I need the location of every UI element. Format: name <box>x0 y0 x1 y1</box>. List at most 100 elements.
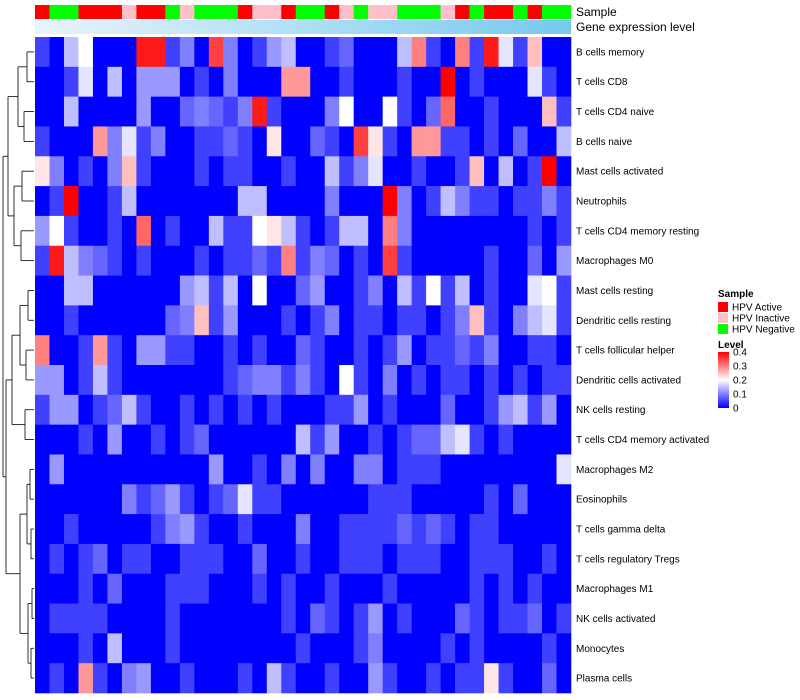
heatmap-cell <box>92 305 108 336</box>
heatmap-cell <box>35 275 50 306</box>
sample-annotation-cell <box>121 5 137 19</box>
heatmap-cell <box>208 394 224 425</box>
heatmap-cell <box>542 633 557 664</box>
heatmap-cell <box>281 454 297 485</box>
heatmap-cell <box>63 633 79 664</box>
heatmap-cells <box>35 37 572 694</box>
heatmap-cell <box>397 126 412 157</box>
heatmap-cell <box>107 66 123 97</box>
heatmap-cell <box>92 365 108 396</box>
heatmap-cell <box>527 573 543 604</box>
heatmap-cell <box>397 454 412 485</box>
heatmap-cell <box>368 66 383 97</box>
heatmap-cell <box>121 633 137 664</box>
heatmap-cell <box>556 514 572 545</box>
heatmap-cell <box>223 275 239 306</box>
heatmap-cell <box>339 245 355 276</box>
heatmap-cell <box>49 186 65 217</box>
heatmap-cell <box>266 365 282 396</box>
heatmap-cell <box>208 335 224 366</box>
heatmap-cell <box>368 245 383 276</box>
heatmap-cell <box>368 424 383 455</box>
row-label: Macrophages M0 <box>576 256 654 267</box>
heatmap-cell <box>266 424 282 455</box>
heatmap-cell <box>426 186 441 217</box>
heatmap-cell <box>426 335 441 366</box>
heatmap-cell <box>542 245 557 276</box>
heatmap-cell <box>527 484 543 515</box>
heatmap-cell <box>49 96 65 127</box>
heatmap-cell <box>397 514 412 545</box>
heatmap-cell <box>498 126 514 157</box>
heatmap-cell <box>556 37 572 68</box>
heatmap-cell <box>310 424 326 455</box>
heatmap-cell <box>121 663 137 694</box>
heatmap-cell <box>368 633 383 664</box>
heatmap-cell <box>411 126 427 157</box>
heatmap-cell <box>411 394 427 425</box>
heatmap-cell <box>237 663 253 694</box>
heatmap-cell <box>107 394 123 425</box>
heatmap-cell <box>63 186 79 217</box>
heatmap-cell <box>223 633 239 664</box>
heatmap-cell <box>484 424 499 455</box>
heatmap-cell <box>368 514 383 545</box>
heatmap-cell <box>266 215 282 247</box>
heatmap-cell <box>266 275 282 306</box>
heatmap-cell <box>440 156 456 187</box>
sample-annotation-cell <box>513 5 528 19</box>
heatmap-cell <box>455 514 470 545</box>
heatmap-cell <box>194 454 210 485</box>
heatmap-cell <box>368 96 383 127</box>
heatmap-cell <box>49 66 65 97</box>
heatmap-cell <box>295 454 311 485</box>
heatmap-cell <box>194 275 210 306</box>
heatmap-cell <box>165 305 181 336</box>
heatmap-cell <box>266 186 282 217</box>
heatmap-cell <box>78 305 94 336</box>
heatmap-cell <box>107 335 123 366</box>
heatmap-cell <box>281 186 297 217</box>
heatmap-cell <box>92 275 108 306</box>
heatmap-cell <box>35 484 50 515</box>
sample-annotation-cell <box>92 5 108 19</box>
heatmap-cell <box>78 454 94 485</box>
heatmap-cell <box>208 305 224 336</box>
heatmap-cell <box>237 126 253 157</box>
heatmap-cell <box>78 126 94 157</box>
sample-annotation-cell <box>49 5 65 19</box>
heatmap-cell <box>107 573 123 604</box>
heatmap-cell <box>150 305 166 336</box>
heatmap-cell <box>310 305 326 336</box>
heatmap-cell <box>440 394 456 425</box>
heatmap-cell <box>498 365 514 396</box>
heatmap-cell <box>49 305 65 336</box>
heatmap-cell <box>353 335 369 366</box>
sample-annotation-cell <box>179 5 195 19</box>
heatmap-cell <box>194 394 210 425</box>
heatmap-cell <box>556 365 572 396</box>
heatmap-cell <box>498 245 514 276</box>
heatmap-cell <box>165 126 181 157</box>
heatmap-cell <box>484 633 499 664</box>
heatmap-cell <box>527 126 543 157</box>
heatmap-cell <box>310 663 326 694</box>
heatmap-cell <box>426 514 441 545</box>
heatmap-cell <box>469 454 485 485</box>
heatmap-cell <box>107 424 123 455</box>
heatmap-cell <box>92 156 108 187</box>
heatmap-cell <box>266 305 282 336</box>
heatmap-cell <box>179 603 195 634</box>
heatmap-cell <box>527 543 543 575</box>
heatmap-cell <box>542 484 557 515</box>
heatmap-cell <box>266 156 282 187</box>
heatmap-cell <box>455 543 470 575</box>
heatmap-cell <box>513 66 528 97</box>
annotation-label-gene-expression: Gene expression level <box>576 20 695 34</box>
heatmap-cell <box>136 66 152 97</box>
heatmap-cell <box>165 96 181 127</box>
sample-annotation-cell <box>455 5 470 19</box>
heatmap-cell <box>382 275 398 306</box>
heatmap-cell <box>353 126 369 157</box>
heatmap-cell <box>63 484 79 515</box>
